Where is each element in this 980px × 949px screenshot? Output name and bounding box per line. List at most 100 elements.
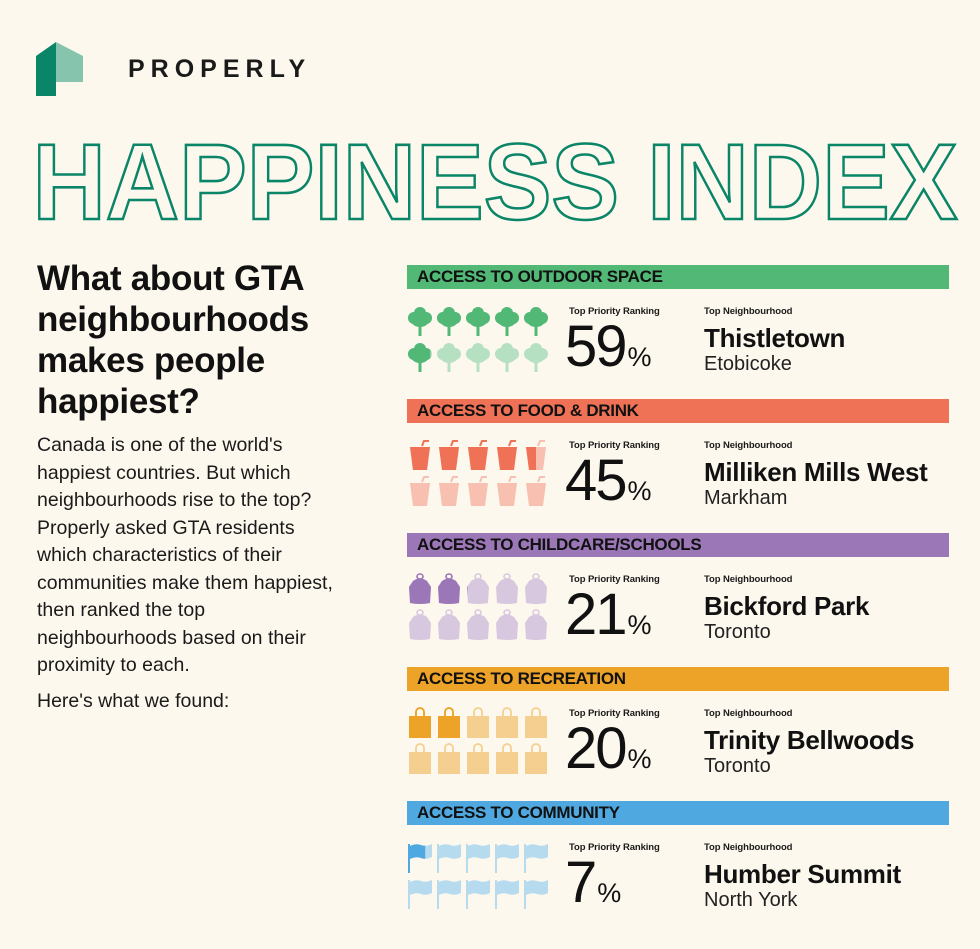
rank-label: Top Priority Ranking: [569, 842, 660, 853]
shopping-bag-icon: [436, 707, 462, 739]
backpack-icon: [465, 573, 491, 605]
flag-icon: [523, 877, 549, 909]
tree-icon: [436, 305, 462, 337]
backpack-icon: [436, 573, 462, 605]
backpack-icon: [407, 573, 433, 605]
tree-icon: [465, 341, 491, 373]
neighbourhood-label: Top Neighbourhood: [704, 306, 793, 317]
backpack-icon: [465, 609, 491, 641]
category-title: ACCESS TO FOOD & DRINK: [407, 399, 949, 423]
drink-cup-icon: [523, 439, 549, 471]
category-recreation: ACCESS TO RECREATION: [407, 667, 949, 801]
neighbourhood-name: Humber Summit: [704, 859, 901, 889]
backpack-icon: [494, 609, 520, 641]
shopping-bag-icon: [494, 743, 520, 775]
flag-icon: [465, 841, 491, 873]
shopping-bag-icon: [523, 743, 549, 775]
rank-label: Top Priority Ranking: [569, 574, 660, 585]
drink-cup-icon: [436, 475, 462, 507]
house-icon: [36, 42, 83, 96]
shopping-bag-icon: [436, 743, 462, 775]
tree-icon: [523, 341, 549, 373]
brand-name: PROPERLY: [128, 54, 312, 83]
rank-label: Top Priority Ranking: [569, 708, 660, 719]
rank-value: 20%: [565, 717, 652, 791]
percent-sign: %: [627, 744, 652, 774]
category-title: ACCESS TO RECREATION: [407, 667, 949, 691]
percent-sign: %: [597, 878, 622, 908]
category-community: ACCESS TO COMMUNITY: [407, 801, 949, 935]
pictogram: [407, 439, 552, 511]
neighbourhood-name: Bickford Park: [704, 591, 870, 621]
rank-number: 59: [565, 314, 627, 379]
category-outdoor-space: ACCESS TO OUTDOOR SPACE: [407, 265, 949, 399]
neighbourhood-label: Top Neighbourhood: [704, 708, 793, 719]
percent-sign: %: [627, 476, 652, 506]
rank-number: 20: [565, 716, 627, 781]
rank-value: 59%: [565, 315, 652, 389]
flag-icon: [436, 841, 462, 873]
tree-icon: [465, 305, 491, 337]
drink-cup-icon: [523, 475, 549, 507]
rank-value: 7%: [565, 851, 621, 925]
drink-cup-icon: [494, 439, 520, 471]
rank-number: 45: [565, 448, 627, 513]
intro-panel: What about GTA neighbourhoods makes peop…: [37, 258, 347, 715]
flag-icon: [407, 877, 433, 909]
backpack-icon: [523, 609, 549, 641]
rank-number: 7: [565, 850, 597, 915]
rank-label: Top Priority Ranking: [569, 440, 660, 451]
tree-icon: [407, 305, 433, 337]
drink-cup-icon: [407, 475, 433, 507]
brand-logo: PROPERLY: [36, 42, 311, 96]
tree-icon: [494, 341, 520, 373]
neighbourhood-city: Etobicoke: [704, 353, 792, 375]
backpack-icon: [436, 609, 462, 641]
drink-cup-icon: [465, 475, 491, 507]
shopping-bag-icon: [465, 743, 491, 775]
percent-sign: %: [627, 610, 652, 640]
svg-text:HAPPINESS INDEX: HAPPINESS INDEX: [33, 128, 958, 228]
rank-value: 21%: [565, 583, 652, 657]
neighbourhood-name: Trinity Bellwoods: [704, 725, 915, 755]
flag-icon: [523, 841, 549, 873]
rank-value: 45%: [565, 449, 652, 523]
category-title: ACCESS TO CHILDCARE/SCHOOLS: [407, 533, 949, 557]
pictogram: [407, 841, 552, 913]
neighbourhood-city: Markham: [704, 487, 788, 509]
shopping-bag-icon: [407, 707, 433, 739]
category-food-drink: ACCESS TO FOOD & DRINK: [407, 399, 949, 533]
shopping-bag-icon: [407, 743, 433, 775]
page-title: HAPPINESS INDEX: [30, 128, 960, 228]
flag-icon: [494, 841, 520, 873]
neighbourhood-city: North York: [704, 889, 798, 911]
category-title: ACCESS TO OUTDOOR SPACE: [407, 265, 949, 289]
intro-question: What about GTA neighbourhoods makes peop…: [37, 259, 309, 421]
drink-cup-icon: [494, 475, 520, 507]
drink-cup-icon: [436, 439, 462, 471]
tree-icon: [523, 305, 549, 337]
percent-sign: %: [627, 342, 652, 372]
intro-found: Here's what we found:: [37, 689, 230, 712]
category-childcare-schools: ACCESS TO CHILDCARE/SCHOOLS: [407, 533, 949, 667]
shopping-bag-icon: [465, 707, 491, 739]
shopping-bag-icon: [494, 707, 520, 739]
category-list: ACCESS TO OUTDOOR SPACE: [407, 265, 949, 935]
category-title: ACCESS TO COMMUNITY: [407, 801, 949, 825]
rank-label: Top Priority Ranking: [569, 306, 660, 317]
drink-cup-icon: [407, 439, 433, 471]
drink-cup-icon: [465, 439, 491, 471]
backpack-icon: [523, 573, 549, 605]
pictogram: [407, 707, 552, 779]
pictogram: [407, 573, 552, 645]
neighbourhood-name: Milliken Mills West: [704, 457, 928, 487]
flag-icon: [494, 877, 520, 909]
rank-number: 21: [565, 582, 627, 647]
tree-icon: [407, 341, 433, 373]
neighbourhood-label: Top Neighbourhood: [704, 574, 793, 585]
tree-icon: [494, 305, 520, 337]
backpack-icon: [407, 609, 433, 641]
shopping-bag-icon: [523, 707, 549, 739]
flag-icon: [407, 841, 433, 873]
intro-body: Canada is one of the world's happiest co…: [37, 434, 333, 676]
